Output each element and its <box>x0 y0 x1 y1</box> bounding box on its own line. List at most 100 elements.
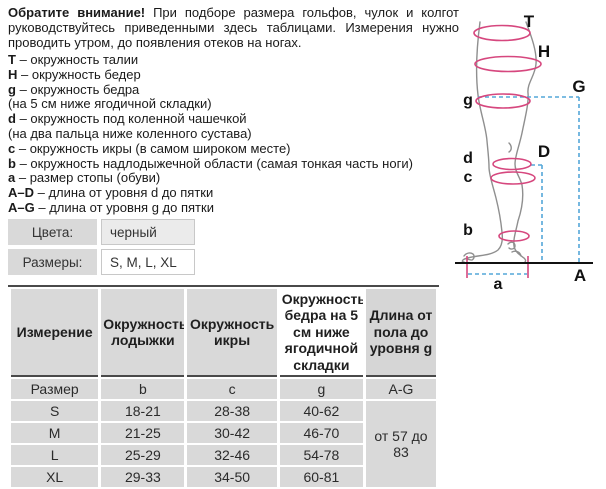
header-measurement: Измерение <box>11 289 99 377</box>
legend-line: T – окружность талии <box>8 52 468 68</box>
size-table-header-row: Измерение Окружность лодыжки Окружность … <box>11 289 436 377</box>
thigh-ellipse <box>475 93 531 109</box>
legend-line: d – окружность под коленной чашечкой <box>8 111 468 127</box>
guide-dashes <box>468 96 580 275</box>
label-b: b <box>463 222 473 239</box>
header-hip: Окружность бедра на 5 см ниже ягодичной … <box>279 289 363 377</box>
table-row: L 25-29 32-46 54-78 <box>11 445 436 465</box>
leg-outline <box>461 21 537 263</box>
hip-ellipse <box>474 55 542 73</box>
sizes-label: Размеры: <box>8 249 97 275</box>
cell-b: 29-33 <box>101 467 185 487</box>
legend-key: A–D <box>8 185 35 201</box>
sizes-value: S, M, L, XL <box>101 249 195 275</box>
legend-line: (на 5 см ниже ягодичной складки) <box>8 96 468 112</box>
header-calf: Окружность икры <box>187 289 277 377</box>
legend-key: A–G <box>8 199 35 215</box>
size-table-wrap: Измерение Окружность лодыжки Окружность … <box>8 285 439 489</box>
param-row: Размер b c g A-G <box>11 379 436 399</box>
ankle-ellipse <box>498 230 530 242</box>
legend-text: – окружность бедер <box>17 66 141 82</box>
colors-value: черный <box>101 219 195 245</box>
header-length: Длина от пола до уровня g <box>365 289 436 377</box>
table-row: M 21-25 30-42 46-70 <box>11 423 436 443</box>
legend-text: (на 5 см ниже ягодичной складки) <box>8 96 212 112</box>
knee-mark <box>508 142 512 153</box>
ankle-bone-mark <box>507 241 516 250</box>
label-g: g <box>463 92 473 109</box>
cell-size: XL <box>11 467 99 487</box>
label-H: H <box>538 42 550 61</box>
table-row: XL 29-33 34-50 60-81 <box>11 467 436 487</box>
legend-line: H – окружность бедер <box>8 66 468 83</box>
legend-key: b <box>8 155 16 171</box>
legend-line: A–D – длина от уровня d до пятки <box>8 185 468 201</box>
cell-g: 46-70 <box>279 423 363 443</box>
legend-line: g – окружность бедра <box>8 81 468 98</box>
diagram-labels: T H G g D d c b a A <box>463 12 586 293</box>
cell-g: 40-62 <box>279 401 363 421</box>
size-table: Измерение Окружность лодыжки Окружность … <box>8 285 439 489</box>
sizes-row: Размеры: S, M, L, XL <box>8 249 195 275</box>
legend-key: c <box>8 140 16 156</box>
legend-text: – окружность талии <box>15 52 139 67</box>
cell-c: 28-38 <box>187 401 277 421</box>
param-c: c <box>187 379 277 399</box>
legend-text: – длина от уровня g до пятки <box>34 199 214 215</box>
legend-text: – окружность под коленной чашечкой <box>15 111 247 127</box>
label-D: D <box>538 142 550 161</box>
cell-b: 18-21 <box>101 401 185 421</box>
legend-text: (на два пальца ниже коленного сустава) <box>8 125 252 141</box>
legend-text: – размер стопы (обуви) <box>15 170 161 186</box>
label-d: d <box>463 150 473 167</box>
label-c: c <box>464 169 473 186</box>
leg-diagram-svg: T H G g D d c b a A <box>455 12 593 293</box>
cell-g: 54-78 <box>279 445 363 465</box>
legend-key: d <box>8 111 16 127</box>
cell-b: 21-25 <box>101 423 185 443</box>
legend-text: – окружность бедра <box>15 81 140 97</box>
param-g: g <box>279 379 363 399</box>
param-ag: A-G <box>365 379 436 399</box>
cell-size: S <box>11 401 99 421</box>
legend-line: c – окружность икры (в самом широком мес… <box>8 140 468 157</box>
calf-ellipse <box>490 171 536 185</box>
param-size: Размер <box>11 379 99 399</box>
colors-label: Цвета: <box>8 219 97 245</box>
legend-text: – окружность надлодыжечной области (сама… <box>15 155 413 171</box>
table-row: S 18-21 28-38 40-62 от 57 до 83 <box>11 401 436 487</box>
waist-ellipse <box>473 24 531 42</box>
measurement-legend: T – окружность талии H – окружность беде… <box>8 52 468 216</box>
label-a: a <box>494 276 503 292</box>
cell-c: 32-46 <box>187 445 277 465</box>
legend-key: g <box>8 81 16 97</box>
toe-mark <box>463 252 475 261</box>
legend-text: – длина от уровня d до пятки <box>34 185 214 201</box>
colors-row: Цвета: черный <box>8 219 195 245</box>
cell-c: 30-42 <box>187 423 277 443</box>
attribute-tables: Цвета: черный Размеры: S, M, L, XL <box>8 219 195 279</box>
legend-line: (на два пальца ниже коленного сустава) <box>8 125 468 142</box>
attention-note: Обратите внимание! При подборе размера г… <box>8 5 459 51</box>
legend-key: a <box>8 170 16 186</box>
leg-measurement-diagram: T H G g D d c b a A <box>452 0 606 293</box>
cell-length-merged: от 57 до 83 <box>365 401 436 487</box>
legend-key: H <box>8 66 18 82</box>
cell-c: 34-50 <box>187 467 277 487</box>
cell-g: 60-81 <box>279 467 363 487</box>
header-ankle: Окружность лодыжки <box>101 289 185 377</box>
attention-note-text: При подборе размера гольфов, чулок и кол… <box>8 5 459 50</box>
param-b: b <box>101 379 185 399</box>
measure-ellipses <box>466 24 542 278</box>
label-T: T <box>524 12 535 31</box>
legend-line: a – размер стопы (обуви) <box>8 170 468 186</box>
cell-b: 25-29 <box>101 445 185 465</box>
legend-key: T <box>8 52 16 67</box>
label-G: G <box>572 77 585 96</box>
legend-text: – окружность икры (в самом широком месте… <box>15 140 291 156</box>
cell-size: M <box>11 423 99 443</box>
heel-mark <box>511 250 522 257</box>
below-knee-ellipse <box>492 157 532 171</box>
legend-line: A–G – длина от уровня g до пятки <box>8 199 468 216</box>
